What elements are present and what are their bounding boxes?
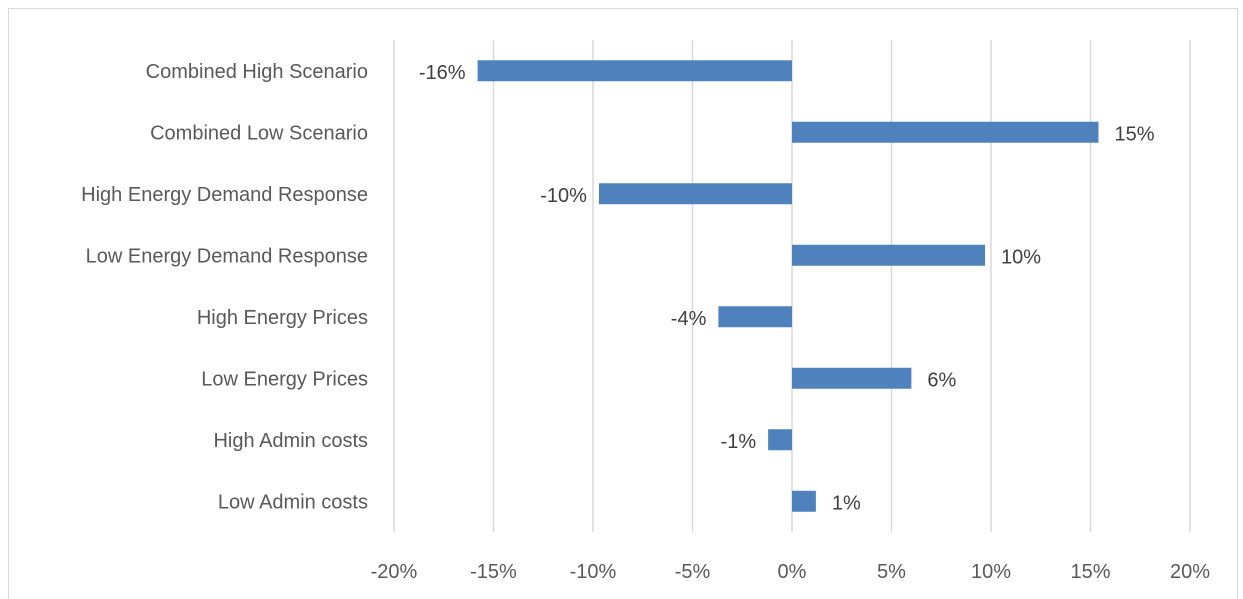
x-tick-label: 15%	[1070, 561, 1110, 583]
bar	[792, 490, 816, 512]
labels: -20% -15% -10% -5% 0% 5% 10% 15% 20% Combined Hig…	[81, 61, 1210, 583]
data-label: 10%	[1001, 246, 1041, 268]
x-tick-label: 20%	[1170, 561, 1210, 583]
x-tick-label: -20%	[371, 561, 418, 583]
bar	[477, 60, 792, 82]
category-label: Low Admin costs	[218, 491, 368, 513]
category-label: Combined Low Scenario	[150, 122, 368, 144]
chart-frame	[8, 8, 1238, 599]
data-label: -10%	[540, 185, 587, 207]
category-label: Combined High Scenario	[146, 61, 368, 83]
category-label: High Admin costs	[213, 430, 368, 452]
x-tick-label: -5%	[675, 561, 711, 583]
x-tick-label: -10%	[570, 561, 617, 583]
x-tick-label: 10%	[971, 561, 1011, 583]
category-label: High Energy Demand Response	[81, 184, 368, 206]
gridlines	[393, 40, 1191, 532]
bar	[792, 121, 1099, 143]
bar	[718, 306, 792, 328]
data-label: 6%	[927, 369, 956, 391]
data-label: -16%	[419, 62, 466, 84]
category-label: Low Energy Demand Response	[86, 245, 368, 267]
data-label: -1%	[721, 431, 757, 453]
bar	[792, 367, 912, 389]
x-tick-label: -15%	[470, 561, 517, 583]
data-label: 15%	[1114, 123, 1154, 145]
category-label: Low Energy Prices	[201, 368, 368, 390]
bar	[792, 244, 986, 266]
bar	[768, 429, 792, 451]
x-tick-label: 0%	[778, 561, 807, 583]
bars	[477, 60, 1099, 512]
category-label: High Energy Prices	[197, 307, 368, 329]
x-tick-label: 5%	[877, 561, 906, 583]
data-label: 1%	[832, 492, 861, 514]
bar	[598, 183, 792, 205]
data-label: -4%	[671, 308, 707, 330]
